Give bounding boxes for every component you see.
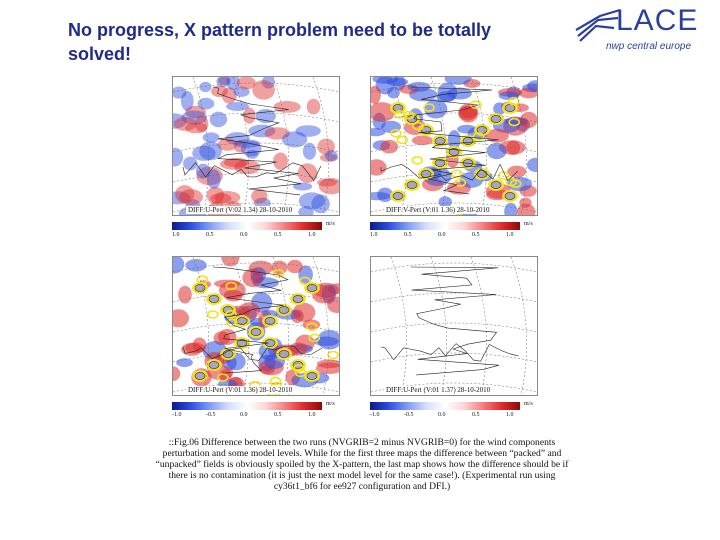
tick-label: 0.5 <box>274 412 282 418</box>
tick-label: 0.5 <box>472 412 480 418</box>
difference-map-2 <box>370 76 538 216</box>
slide-title: No progress, X pattern problem need to b… <box>68 20 492 64</box>
difference-map-3 <box>172 256 340 396</box>
tick-label: 1.0 <box>308 412 316 418</box>
tick-label: 1.0 <box>506 232 514 238</box>
tick-label: 0.0 <box>438 412 446 418</box>
map-label-2: DIFF:V-Pert (V:01 1.36) 28-10-2010 <box>384 206 492 214</box>
colorbar-1 <box>172 222 322 230</box>
colorbar-ticks-3: -1.0 -0.5 0.0 0.5 1.0 <box>172 412 338 422</box>
colorbar-ticks-1: 1.0 0.5 0.0 0.5 1.0 <box>172 232 338 242</box>
tick-label: 1.0 <box>172 232 180 238</box>
difference-map-4 <box>370 256 538 396</box>
tick-label: 0.5 <box>274 232 282 238</box>
difference-map-1 <box>172 76 340 216</box>
tick-label: -1.0 <box>370 412 380 418</box>
lace-swoosh-icon <box>575 8 621 42</box>
tick-label: 0.5 <box>404 232 412 238</box>
colorbar-unit-3: m/s <box>326 401 335 407</box>
colorbar-4 <box>370 402 520 410</box>
lace-logo: LACE nwp central europe <box>574 4 714 58</box>
figure-caption: ::Fig.06 Difference between the two runs… <box>155 437 569 492</box>
colorbar-unit-4: m/s <box>524 401 533 407</box>
tick-label: 0.5 <box>472 232 480 238</box>
tick-label: 0.0 <box>438 232 446 238</box>
colorbar-unit-1: m/s <box>326 221 335 227</box>
colorbar-3 <box>172 402 322 410</box>
tick-label: 0.5 <box>206 232 214 238</box>
tick-label: -1.0 <box>172 412 182 418</box>
map-label-1: DIFF:U-Pert (V:02 1.34) 28-10-2010 <box>186 206 295 214</box>
map-label-3: DIFF:U-Pert (V:01 1.36) 28-10-2010 <box>186 386 295 394</box>
colorbar-unit-2: m/s <box>524 221 533 227</box>
tick-label: 0.0 <box>240 232 248 238</box>
map-label-4: DIFF:U-Pert (V:01 1.37) 28-10-2010 <box>384 386 493 394</box>
tick-label: 1.0 <box>506 412 514 418</box>
colorbar-ticks-2: 1.0 0.5 0.0 0.5 1.0 <box>370 232 536 242</box>
tick-label: -0.5 <box>206 412 216 418</box>
colorbar-2 <box>370 222 520 230</box>
tick-label: 1.0 <box>370 232 378 238</box>
logo-wordmark: LACE <box>616 4 699 37</box>
tick-label: -0.5 <box>404 412 414 418</box>
tick-label: 0.0 <box>240 412 248 418</box>
logo-subtitle: nwp central europe <box>606 41 692 52</box>
tick-label: 1.0 <box>308 232 316 238</box>
colorbar-ticks-4: -1.0 -0.5 0.0 0.5 1.0 <box>370 412 536 422</box>
